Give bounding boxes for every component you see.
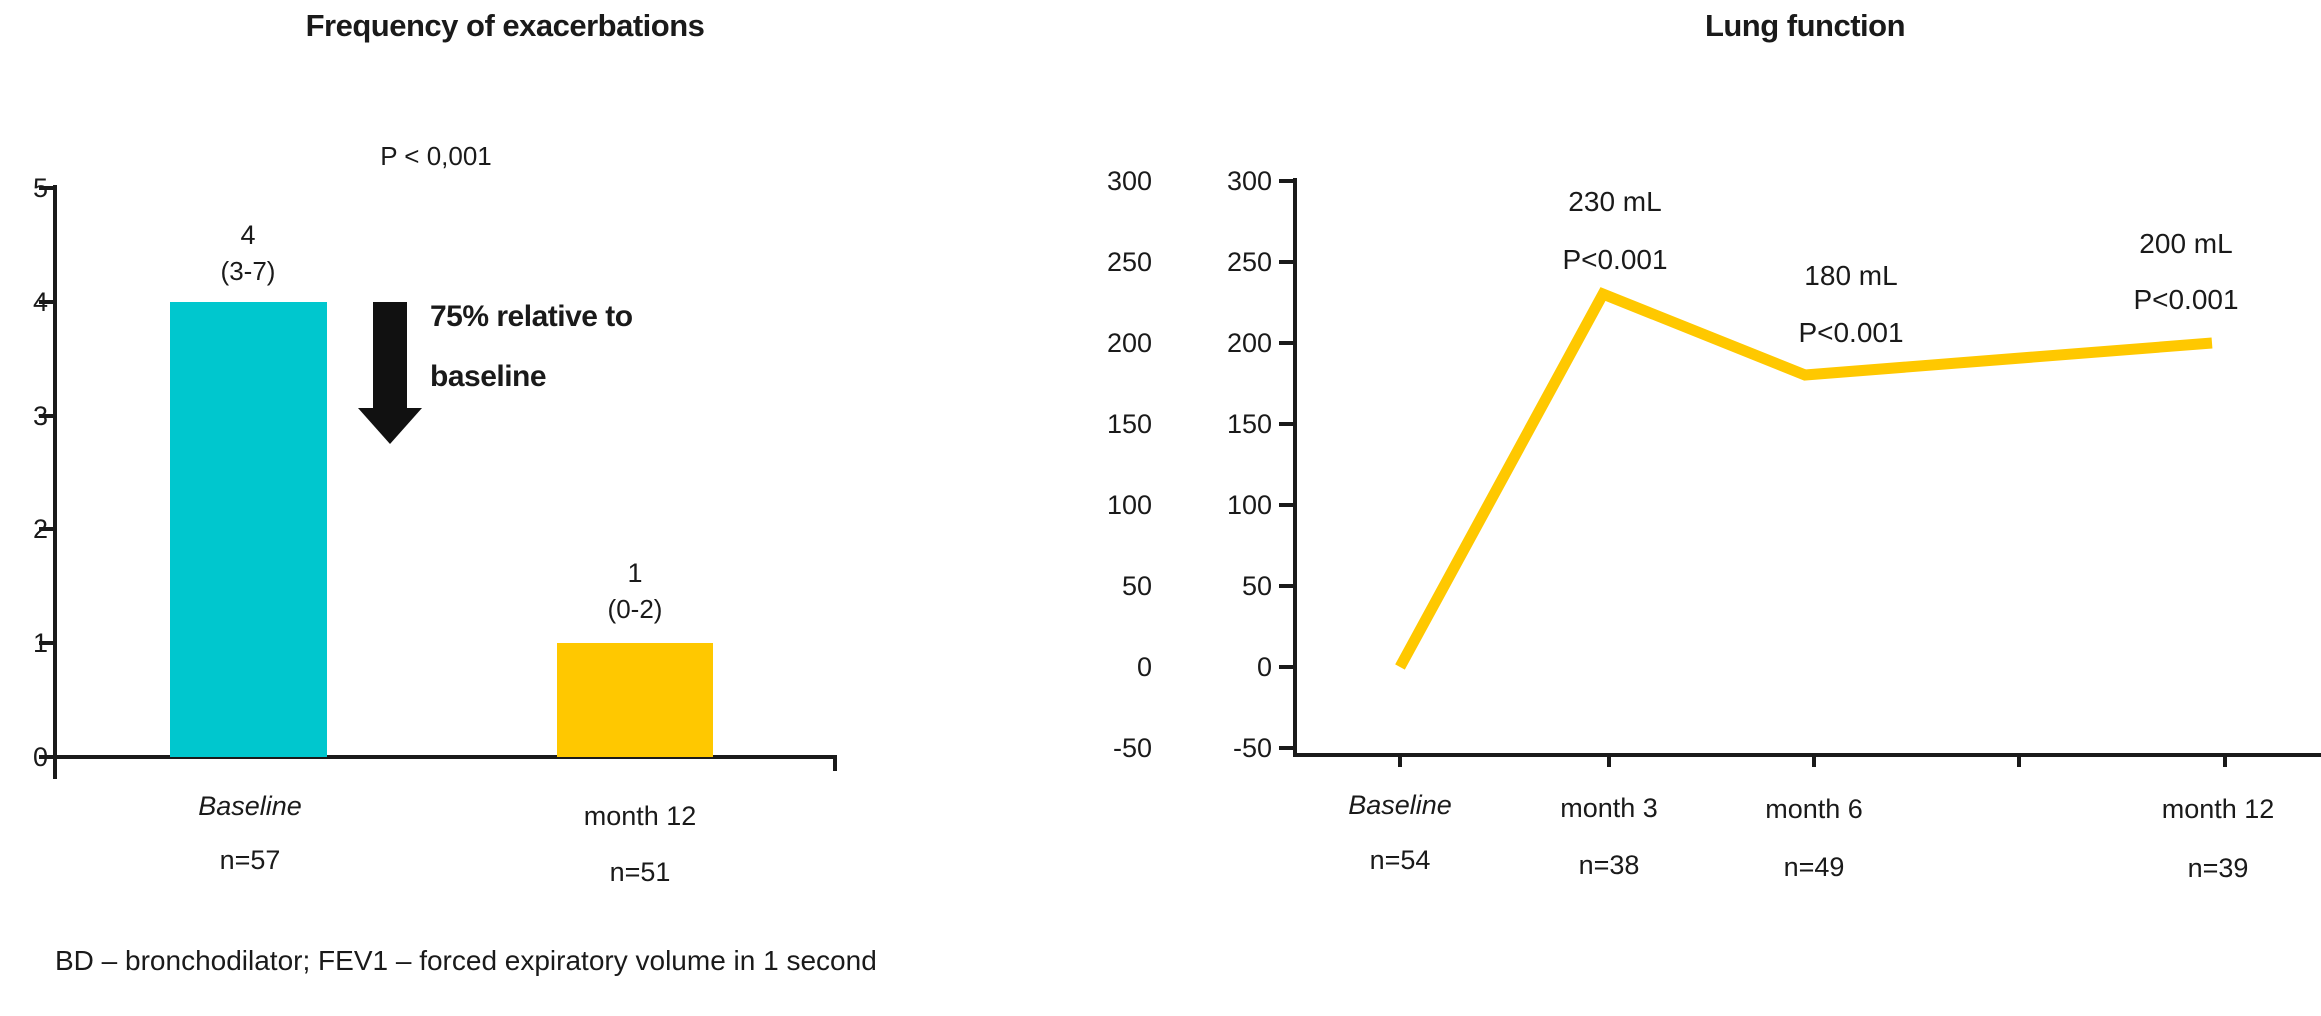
right-y-axis-line [1293, 178, 1297, 757]
right-xlabel-baseline: Baseline [1348, 790, 1452, 820]
right-y-tick-label-outer: 300 [1106, 166, 1152, 196]
right-y-tick-mark [1279, 179, 1294, 183]
right-xlabel-month12: month 12 [2161, 794, 2275, 824]
left-y-tick-mark [39, 414, 54, 418]
month12-p-label: P<0.001 [2133, 284, 2239, 315]
month3-p-label: P<0.001 [1562, 244, 1668, 275]
left-y-tick-mark [39, 641, 54, 645]
right-y-tick-mark [1279, 422, 1294, 426]
right-y-tick-mark [1279, 341, 1294, 345]
right-x-axis-line [1293, 753, 2321, 757]
month12-value-label: 200 mL [2139, 228, 2233, 259]
right-x-tick-mark [2223, 757, 2227, 767]
bar-baseline [170, 302, 327, 757]
left-y-axis-line [53, 185, 57, 779]
right-y-tick-label-inner: 100 [1226, 490, 1272, 520]
bar-month12-value-label: 1 [627, 558, 643, 588]
right-y-tick-label-outer: 150 [1106, 409, 1152, 439]
right-x-tick-mark [2017, 757, 2021, 767]
right-y-tick-label-inner: 200 [1226, 328, 1272, 358]
right-xlabel-month3-n: n=38 [1578, 850, 1640, 880]
right-y-tick-label-inner: 0 [1256, 652, 1272, 682]
left-x-axis-line [53, 755, 837, 759]
left-xlabel-month12-n: n=51 [609, 857, 671, 887]
right-x-tick-mark [1398, 757, 1402, 767]
right-x-tick-mark [1607, 757, 1611, 767]
right-xlabel-month6-n: n=49 [1783, 852, 1845, 882]
right-y-tick-mark [1279, 746, 1294, 750]
right-xlabel-month6: month 6 [1765, 794, 1863, 824]
right-x-tick-mark [1812, 757, 1816, 767]
decrease-arrow-head-icon [358, 408, 422, 444]
left-p-value: P < 0,001 [380, 141, 492, 171]
left-annotation-line1: 75% relative to [430, 300, 633, 333]
bar-month12-range-label: (0-2) [607, 594, 663, 624]
right-y-tick-mark [1279, 260, 1294, 264]
left-xlabel-baseline: Baseline [198, 791, 302, 821]
bar-month12 [557, 643, 713, 757]
right-y-tick-mark [1279, 584, 1294, 588]
right-y-tick-mark [1279, 665, 1294, 669]
right-y-tick-label-outer: 0 [1136, 652, 1152, 682]
right-y-tick-label-inner: 50 [1241, 571, 1272, 601]
left-y-tick-mark [39, 527, 54, 531]
decrease-arrow-icon [373, 302, 407, 408]
right-xlabel-month3: month 3 [1560, 793, 1658, 823]
right-y-tick-label-outer: 250 [1106, 247, 1152, 277]
right-y-tick-label-outer: 50 [1121, 571, 1152, 601]
month3-value-label: 230 mL [1568, 186, 1662, 217]
left-y-tick-mark [39, 300, 54, 304]
right-y-tick-label-inner: 150 [1226, 409, 1272, 439]
right-xlabel-baseline-n: n=54 [1369, 845, 1431, 875]
bar-baseline-value-label: 4 [240, 220, 256, 250]
left-annotation-line2: baseline [430, 360, 547, 393]
right-y-tick-label-outer: -50 [1112, 733, 1152, 763]
right-xlabel-month12-n: n=39 [2187, 853, 2249, 883]
left-chart-title: Frequency of exacerbations [305, 8, 705, 43]
right-y-tick-label-outer: 200 [1106, 328, 1152, 358]
right-y-tick-mark [1279, 503, 1294, 507]
month6-value-label: 180 mL [1804, 260, 1898, 291]
left-x-axis-endcap [833, 755, 837, 771]
left-xlabel-month12: month 12 [583, 801, 697, 831]
bar-baseline-range-label: (3-7) [220, 256, 276, 286]
left-y-tick-mark [39, 186, 54, 190]
left-xlabel-baseline-n: n=57 [219, 845, 281, 875]
left-y-tick-mark [39, 755, 54, 759]
right-y-tick-label-inner: 300 [1226, 166, 1272, 196]
month6-p-label: P<0.001 [1798, 317, 1904, 348]
right-chart-title: Lung function [1704, 8, 1906, 43]
right-y-tick-label-outer: 100 [1106, 490, 1152, 520]
right-y-tick-label-inner: -50 [1232, 733, 1272, 763]
right-y-tick-label-inner: 250 [1226, 247, 1272, 277]
footer-abbreviations: BD – bronchodilator; FEV1 – forced expir… [55, 945, 877, 976]
